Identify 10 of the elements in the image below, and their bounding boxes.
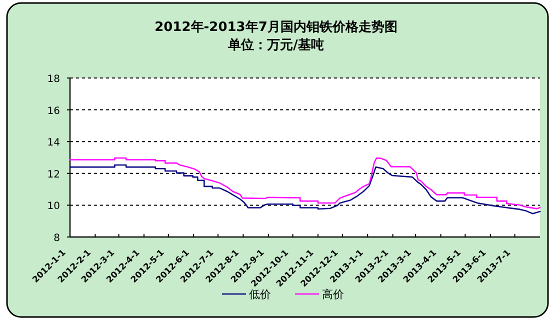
- legend-label: 高价: [322, 288, 344, 301]
- legend-label: 低价: [249, 288, 271, 301]
- chart-subtitle: 单位：万元/基吨: [227, 37, 324, 53]
- y-tick-label: 12: [47, 169, 60, 180]
- y-tick-label: 8: [54, 233, 60, 244]
- chart-title: 2012年-2013年7月国内钼铁价格走势图: [154, 19, 398, 35]
- y-tick-label: 10: [47, 201, 60, 212]
- y-tick-label: 16: [47, 106, 60, 117]
- y-tick-label: 14: [47, 138, 60, 149]
- y-tick-label: 18: [47, 74, 60, 85]
